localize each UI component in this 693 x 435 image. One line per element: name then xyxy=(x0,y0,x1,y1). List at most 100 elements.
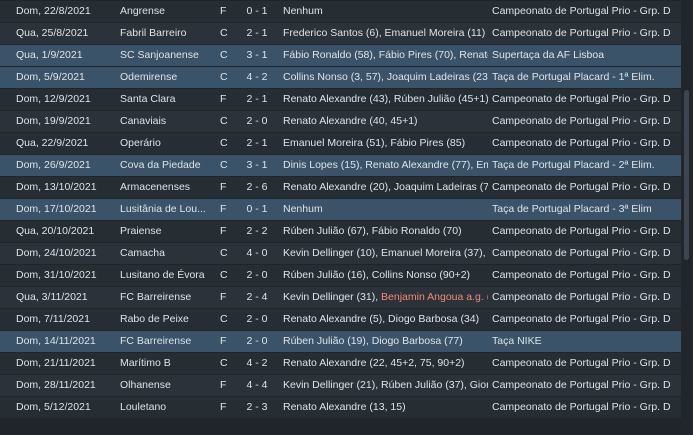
match-score[interactable]: 3 - 1 xyxy=(246,159,268,171)
fixture-row[interactable]: Dom, 24/10/2021 Camacha C 4 - 0 Kevin Dellin… xyxy=(0,243,681,264)
goal-scorers: Renato Alexandre (22, 45+2, 75, 90+2) xyxy=(283,353,488,374)
opponent-name[interactable]: Canaviais xyxy=(120,115,167,127)
opponent-name[interactable]: Odemirense xyxy=(120,71,178,83)
opponent-name[interactable]: SC Sanjoanense xyxy=(120,49,199,61)
competition-name[interactable]: Taça NIKE xyxy=(492,335,542,347)
match-score[interactable]: 2 - 0 xyxy=(246,115,268,127)
competition-name[interactable]: Campeonato de Portugal Prio - Grp. D xyxy=(492,401,671,413)
match-score[interactable]: 2 - 1 xyxy=(246,137,268,149)
fixture-date: Dom, 12/9/2021 xyxy=(16,93,91,105)
competition-name[interactable]: Campeonato de Portugal Prio - Grp. D xyxy=(492,115,671,127)
match-score[interactable]: 2 - 0 xyxy=(246,269,268,281)
goal-scorers: Rúben Julião (67), Fábio Ronaldo (70) xyxy=(283,221,488,242)
competition-name[interactable]: Taça de Portugal Placard - 3ª Elim xyxy=(492,203,652,215)
goal-scorers-text: Nenhum xyxy=(283,203,323,215)
goal-scorers: Renato Alexandre (20), Joaquim Ladeiras … xyxy=(283,177,488,198)
match-score[interactable]: 2 - 3 xyxy=(246,401,268,413)
fixture-row[interactable]: Dom, 31/10/2021 Lusitano de Évora C 2 - 0 Rú… xyxy=(0,265,681,286)
fixture-row[interactable]: Dom, 5/9/2021 Odemirense C 4 - 2 Collins Non… xyxy=(0,67,681,88)
fixture-row[interactable]: Dom, 19/9/2021 Canaviais C 2 - 0 Renato Alex… xyxy=(0,111,681,132)
goal-scorers-text: Rúben Julião (19), Diogo Barbosa (77) xyxy=(283,335,463,347)
match-score[interactable]: 4 - 2 xyxy=(246,357,268,369)
opponent-name[interactable]: Lusitânia de Lou... xyxy=(120,203,206,215)
venue-indicator: F xyxy=(220,379,227,391)
match-score[interactable]: 2 - 1 xyxy=(246,27,268,39)
opponent-name[interactable]: Lusitano de Évora xyxy=(120,269,205,281)
fixture-row[interactable]: Qua, 3/11/2021 FC Barreirense F 2 - 4 Kevin … xyxy=(0,287,681,308)
goal-scorers-text: Nenhum xyxy=(283,5,323,17)
goal-scorers-text: Collins Nonso (3, 57), Joaquim Ladeiras … xyxy=(283,71,488,83)
match-score[interactable]: 2 - 6 xyxy=(246,181,268,193)
opponent-name[interactable]: Armacenenses xyxy=(120,181,191,193)
fixture-row[interactable]: Dom, 17/10/2021 Lusitânia de Lou... F 0 - 1… xyxy=(0,199,681,220)
fixture-date: Qua, 1/9/2021 xyxy=(16,49,83,61)
venue-indicator: F xyxy=(220,401,227,413)
fixture-row[interactable]: Qua, 25/8/2021 Fabril Barreiro C 2 - 1 Frede… xyxy=(0,23,681,44)
fixture-date: Dom, 26/9/2021 xyxy=(16,159,91,171)
match-score[interactable]: 2 - 1 xyxy=(246,93,268,105)
opponent-name[interactable]: Praiense xyxy=(120,225,162,237)
venue-indicator: C xyxy=(220,115,228,127)
competition-name[interactable]: Campeonato de Portugal Prio - Grp. D xyxy=(492,313,671,325)
competition-name[interactable]: Taça de Portugal Placard - 1ª Elim. xyxy=(492,71,655,83)
opponent-name[interactable]: FC Barreirense xyxy=(120,291,192,303)
match-score[interactable]: 2 - 0 xyxy=(246,313,268,325)
fixture-row[interactable]: Qua, 20/10/2021 Praiense F 2 - 2 Rúben Juliã… xyxy=(0,221,681,242)
fixture-row[interactable]: Dom, 12/9/2021 Santa Clara F 2 - 1 Renato Al… xyxy=(0,89,681,110)
competition-name[interactable]: Campeonato de Portugal Prio - Grp. D xyxy=(492,27,671,39)
fixture-row[interactable]: Dom, 13/10/2021 Armacenenses F 2 - 6 Renato … xyxy=(0,177,681,198)
match-score[interactable]: 2 - 0 xyxy=(246,335,268,347)
venue-indicator: F xyxy=(220,5,227,17)
fixture-row[interactable]: Dom, 28/11/2021 Olhanense F 4 - 4 Kevin Dell… xyxy=(0,375,681,396)
opponent-name[interactable]: Operário xyxy=(120,137,161,149)
match-score[interactable]: 2 - 2 xyxy=(246,225,268,237)
competition-name[interactable]: Campeonato de Portugal Prio - Grp. D xyxy=(492,269,671,281)
opponent-name[interactable]: Rabo de Peixe xyxy=(120,313,189,325)
goal-scorers-text: Renato Alexandre (5), Diogo Barbosa (34) xyxy=(283,313,480,325)
own-goal-scorer: Benjamin Angoua a.g. (61) xyxy=(381,291,488,303)
competition-name[interactable]: Campeonato de Portugal Prio - Grp. D xyxy=(492,357,671,369)
venue-indicator: F xyxy=(220,291,227,303)
competition-name[interactable]: Campeonato de Portugal Prio - Grp. D xyxy=(492,181,671,193)
opponent-name[interactable]: Marítimo B xyxy=(120,357,171,369)
goal-scorers-text: Renato Alexandre (13, 15) xyxy=(283,401,406,413)
match-score[interactable]: 0 - 1 xyxy=(246,203,268,215)
goal-scorers-text: Renato Alexandre (43), Rúben Julião (45+… xyxy=(283,93,488,105)
competition-name[interactable]: Campeonato de Portugal Prio - Grp. D xyxy=(492,291,671,303)
fixture-row[interactable]: Dom, 21/11/2021 Marítimo B C 4 - 2 Renato Al… xyxy=(0,353,681,374)
competition-name[interactable]: Campeonato de Portugal Prio - Grp. D xyxy=(492,137,671,149)
match-score[interactable]: 2 - 4 xyxy=(246,291,268,303)
opponent-name[interactable]: FC Barreirense xyxy=(120,335,192,347)
opponent-name[interactable]: Santa Clara xyxy=(120,93,176,105)
scrollbar-thumb[interactable] xyxy=(684,90,689,260)
opponent-name[interactable]: Fabril Barreiro xyxy=(120,27,187,39)
fixture-row[interactable]: Dom, 26/9/2021 Cova da Piedade C 3 - 1 Dinis… xyxy=(0,155,681,176)
fixture-row[interactable]: Dom, 5/12/2021 Louletano F 2 - 3 Renato Alex… xyxy=(0,397,681,418)
competition-name[interactable]: Campeonato de Portugal Prio - Grp. D xyxy=(492,247,671,259)
competition-name[interactable]: Campeonato de Portugal Prio - Grp. D xyxy=(492,379,671,391)
match-score[interactable]: 3 - 1 xyxy=(246,49,268,61)
fixture-row[interactable]: Qua, 1/9/2021 SC Sanjoanense C 3 - 1 Fábio R… xyxy=(0,45,681,66)
fixture-row[interactable]: Dom, 14/11/2021 FC Barreirense F 2 - 0 Rúben… xyxy=(0,331,681,352)
competition-name[interactable]: Campeonato de Portugal Prio - Grp. D xyxy=(492,5,671,17)
opponent-name[interactable]: Angrense xyxy=(120,5,165,17)
venue-indicator: C xyxy=(220,137,228,149)
fixture-row[interactable]: Dom, 22/8/2021 Angrense F 0 - 1 Nenhum Campeo… xyxy=(0,1,681,22)
opponent-name[interactable]: Olhanense xyxy=(120,379,171,391)
competition-name[interactable]: Taça de Portugal Placard - 2ª Elim. xyxy=(492,159,655,171)
match-score[interactable]: 4 - 2 xyxy=(246,71,268,83)
match-score[interactable]: 4 - 0 xyxy=(246,247,268,259)
venue-indicator: C xyxy=(220,269,228,281)
fixture-row[interactable]: Dom, 7/11/2021 Rabo de Peixe C 2 - 0 Renato … xyxy=(0,309,681,330)
match-score[interactable]: 4 - 4 xyxy=(246,379,268,391)
fixture-row[interactable]: Qua, 22/9/2021 Operário C 2 - 1 Emanuel More… xyxy=(0,133,681,154)
opponent-name[interactable]: Cova da Piedade xyxy=(120,159,201,171)
venue-indicator: F xyxy=(220,225,227,237)
match-score[interactable]: 0 - 1 xyxy=(246,5,268,17)
competition-name[interactable]: Campeonato de Portugal Prio - Grp. D xyxy=(492,225,671,237)
opponent-name[interactable]: Camacha xyxy=(120,247,165,259)
competition-name[interactable]: Supertaça da AF Lisboa xyxy=(492,49,605,61)
scrollbar[interactable] xyxy=(681,0,693,435)
competition-name[interactable]: Campeonato de Portugal Prio - Grp. D xyxy=(492,93,671,105)
opponent-name[interactable]: Louletano xyxy=(120,401,167,413)
